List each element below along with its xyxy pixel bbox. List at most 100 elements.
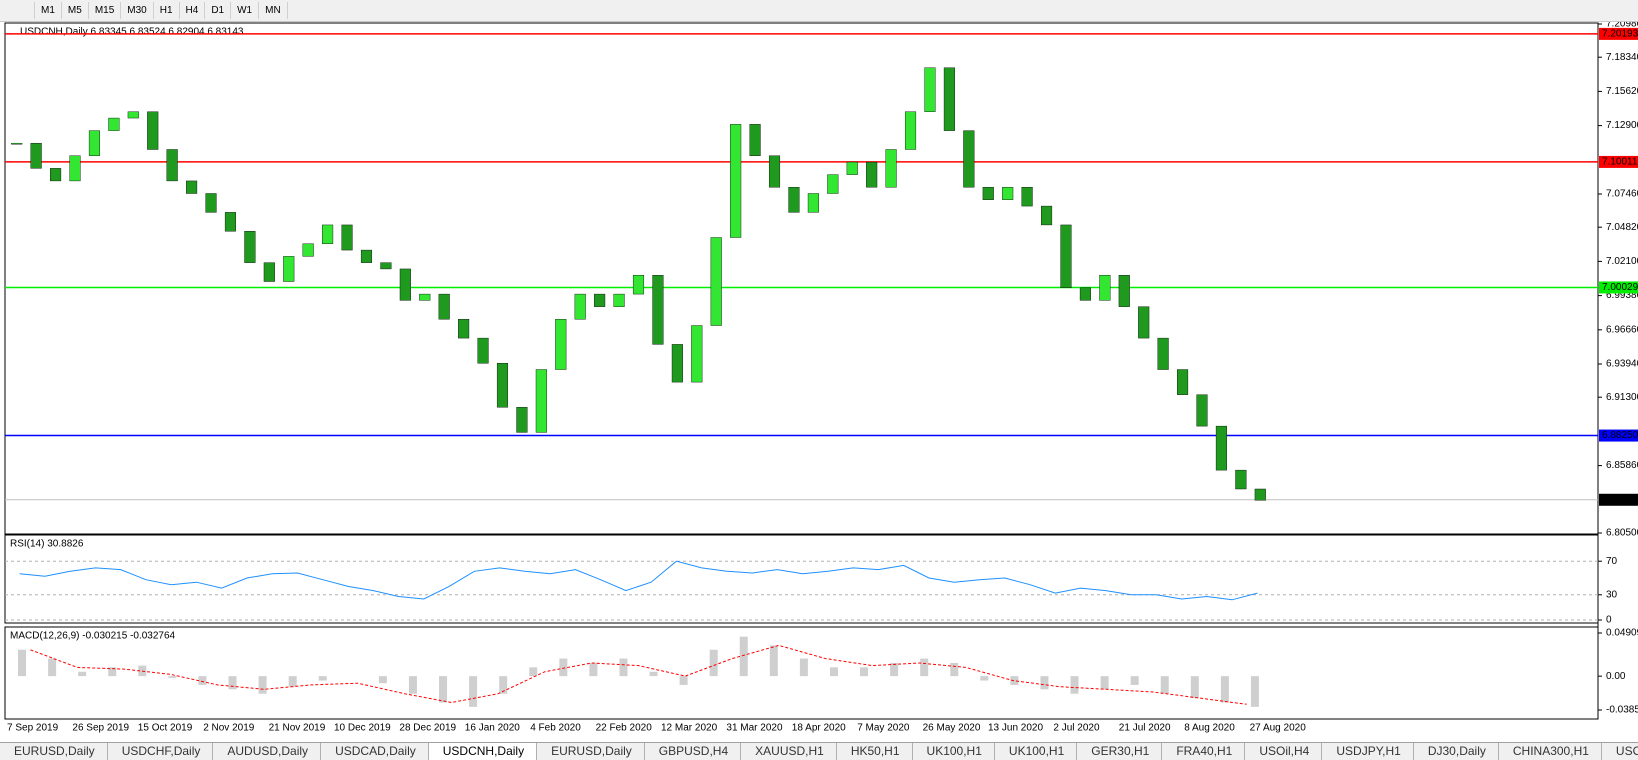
y-tick-label: 7.07460: [1606, 189, 1638, 200]
chart-tab[interactable]: UK100,H1: [995, 743, 1078, 760]
timeframe-button[interactable]: H4: [180, 2, 206, 19]
candle: [438, 293, 450, 320]
candle: [1138, 306, 1150, 339]
candle: [283, 256, 295, 282]
chart-tab[interactable]: USDCAD,Daily: [321, 743, 429, 760]
candle: [302, 243, 314, 257]
chart-tab[interactable]: FRA40,H1: [1162, 743, 1246, 760]
level-label: 7.00029: [1602, 282, 1638, 293]
x-tick-label: 21 Nov 2019: [269, 723, 326, 734]
candle: [360, 249, 373, 263]
x-tick-label: 13 Jun 2020: [988, 723, 1043, 734]
candle: [671, 344, 683, 383]
timeframe-button[interactable]: M15: [89, 2, 122, 19]
candle: [866, 161, 878, 188]
y-tick-label: 7.15620: [1606, 86, 1638, 97]
candle: [516, 407, 528, 433]
panel-title: USDCNH,Daily 6.83345 6.83524 6.82904 6.8…: [20, 27, 244, 38]
candle: [963, 130, 975, 188]
timeframe-button[interactable]: M30: [121, 2, 154, 19]
level-label-box: [1599, 27, 1638, 40]
x-tick-label: 2 Nov 2019: [203, 723, 255, 734]
chart-tab[interactable]: CHINA300,H1: [1499, 743, 1602, 760]
candle: [1215, 425, 1227, 471]
candle: [419, 293, 431, 301]
y-tick-label: 6.96660: [1606, 324, 1638, 335]
y-tick-label: 30: [1606, 589, 1618, 600]
toolbar: M1 M5 M15 M30 H1 H4 D1 W1 MN: [0, 0, 1638, 22]
candle: [982, 187, 994, 200]
y-tick-label: 7.04820: [1606, 222, 1638, 233]
x-tick-label: 7 May 2020: [857, 723, 910, 734]
timeframe-button[interactable]: W1: [231, 2, 260, 19]
candle: [399, 268, 411, 301]
candle: [127, 111, 139, 119]
chart-tab[interactable]: AUDUSD,Daily: [213, 743, 322, 760]
candle: [535, 369, 547, 433]
x-tick-label: 12 Mar 2020: [661, 723, 718, 734]
x-tick-label: 27 Aug 2020: [1250, 723, 1307, 734]
candle: [166, 149, 178, 182]
level-label-box: [1599, 493, 1638, 506]
x-tick-label: 2 Jul 2020: [1053, 723, 1100, 734]
x-tick-label: 21 Jul 2020: [1119, 723, 1171, 734]
level-label: 6.88250: [1602, 430, 1638, 441]
x-tick-label: 15 Oct 2019: [138, 723, 193, 734]
y-tick-label: 6.93940: [1606, 359, 1638, 370]
candle: [1079, 287, 1091, 301]
chart-tab[interactable]: USOil,H1: [1602, 743, 1638, 760]
y-tick-label: 0.00: [1606, 671, 1626, 682]
level-label: 6.83143: [1602, 494, 1638, 505]
candle: [827, 174, 839, 194]
y-tick-label: 6.91300: [1606, 392, 1638, 403]
candle: [263, 262, 275, 282]
tab-bar: EURUSD,Daily USDCHF,Daily AUDUSD,Daily USDC…: [0, 742, 1638, 760]
chart-tab[interactable]: EURUSD,Daily: [537, 743, 645, 760]
chart-tab[interactable]: GBPUSD,H4: [645, 743, 742, 760]
candle: [924, 67, 936, 112]
candle: [458, 319, 470, 339]
candle: [574, 293, 586, 320]
panel-frame: [4, 22, 1599, 535]
x-tick-label: 8 Aug 2020: [1184, 723, 1235, 734]
y-tick-label: 0.049097: [1606, 628, 1638, 639]
candle: [768, 155, 781, 188]
chart-tab[interactable]: DJ30,Daily: [1414, 743, 1499, 760]
candle: [1254, 488, 1266, 501]
timeframe-button[interactable]: M1: [35, 2, 62, 19]
candle: [691, 325, 703, 383]
timeframe-button[interactable]: M5: [62, 2, 89, 19]
candle: [186, 180, 198, 194]
chart-tab[interactable]: USDJPY,H1: [1322, 743, 1414, 760]
candle: [943, 67, 955, 131]
chart-tab[interactable]: GER30,H1: [1077, 743, 1163, 760]
x-tick-label: 18 Apr 2020: [792, 723, 846, 734]
candle: [1118, 275, 1130, 307]
chart-tab[interactable]: UK100,H1: [913, 743, 995, 760]
candle: [730, 124, 742, 238]
chart-tab[interactable]: HK50,H1: [837, 743, 913, 760]
chart-tab[interactable]: USDCHF,Daily: [108, 743, 214, 760]
level-label-box: [1599, 429, 1638, 442]
timeframe-button[interactable]: D1: [205, 2, 232, 19]
candle: [224, 212, 236, 232]
candle: [88, 130, 100, 156]
candle: [846, 161, 858, 175]
chart-tab[interactable]: USOil,H4: [1245, 743, 1323, 760]
chart-tab[interactable]: USDCNH,Daily: [428, 743, 538, 760]
y-tick-label: 7.20980: [1606, 19, 1638, 30]
chart-tab[interactable]: XAUUSD,H1: [741, 743, 837, 760]
timeframe-button[interactable]: MN: [259, 2, 288, 19]
candle: [341, 224, 353, 251]
candle: [613, 293, 625, 307]
candle: [1021, 187, 1033, 207]
timeframe-button[interactable]: H1: [154, 2, 180, 19]
x-tick-label: 28 Dec 2019: [399, 723, 456, 734]
chart-tab[interactable]: EURUSD,Daily: [0, 743, 108, 760]
candle: [807, 193, 819, 213]
candle: [885, 149, 897, 188]
candle: [594, 293, 606, 307]
level-label-box: [1599, 155, 1638, 168]
candle: [788, 187, 800, 213]
